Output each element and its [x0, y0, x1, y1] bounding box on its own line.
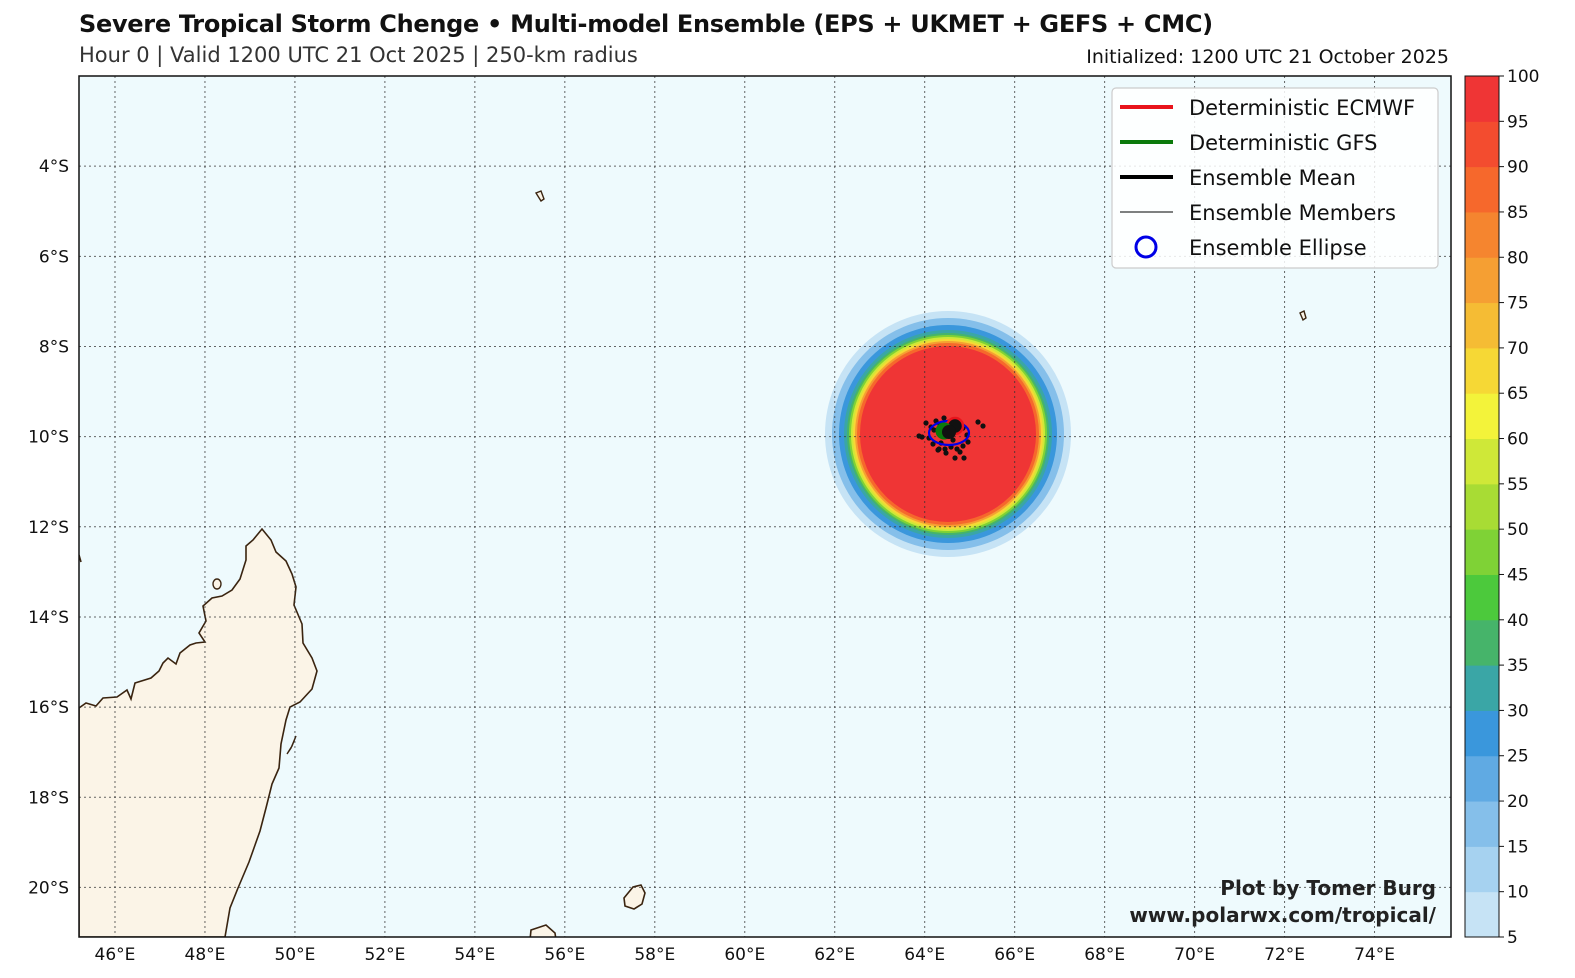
lon-tick-label: 60°E — [724, 945, 765, 965]
map-frame — [78, 75, 1452, 938]
legend-members-label: Ensemble Members — [1189, 201, 1396, 225]
colorbar-tick-label: 15 — [1507, 837, 1529, 857]
colorbar-tick-label: 90 — [1507, 158, 1529, 178]
colorbar-tick-label: 20 — [1507, 792, 1529, 812]
lat-tick-label: 18°S — [28, 788, 69, 808]
legend-ellipse-swatch — [1134, 235, 1158, 259]
colorbar-segment — [1465, 755, 1499, 802]
lon-tick-label: 56°E — [544, 945, 585, 965]
lon-tick-label: 72°E — [1264, 945, 1305, 965]
credit-url: www.polarwx.com/tropical/ — [1129, 903, 1436, 927]
ensemble-mean-marker — [942, 425, 956, 439]
colorbar-segment — [1465, 801, 1499, 847]
lat-tick-label: 20°S — [28, 878, 69, 898]
colorbar-tick-label: 50 — [1507, 520, 1529, 540]
colorbar-tick-label: 75 — [1507, 294, 1529, 314]
colorbar-segment — [1465, 166, 1499, 213]
colorbar-segment — [1465, 574, 1499, 621]
init-time: Initialized: 1200 UTC 21 October 2025 — [1086, 46, 1449, 68]
lon-tick-labels: 46°E 48°E 50°E 52°E 54°E 56°E 58°E 60°E 62°E 64°E… — [95, 945, 1395, 965]
colorbar-segment — [1465, 257, 1499, 304]
lon-tick-label: 58°E — [634, 945, 675, 965]
colorbar: 5 10 15 20 25 30 35 40 45 50 55 60 65 70 75 80 85 90 95 100 — [1464, 67, 1539, 948]
colorbar-segment — [1465, 393, 1499, 440]
colorbar-tick-label: 30 — [1507, 701, 1529, 721]
lon-tick-label: 48°E — [185, 945, 226, 965]
lat-tick-label: 16°S — [28, 698, 69, 718]
colorbar-tick-label: 25 — [1507, 747, 1529, 767]
colorbar-segment — [1465, 665, 1499, 711]
colorbar-segment — [1465, 710, 1499, 757]
colorbar-segment — [1465, 121, 1499, 168]
colorbar-tick-label: 55 — [1507, 475, 1529, 495]
lat-tick-label: 4°S — [39, 157, 69, 177]
lon-tick-label: 46°E — [95, 945, 136, 965]
island-seychelles — [534, 190, 545, 202]
lon-tick-label: 68°E — [1084, 945, 1125, 965]
colorbar-segment — [1465, 76, 1499, 122]
lon-tick-label: 70°E — [1174, 945, 1215, 965]
colorbar-segment — [1465, 846, 1499, 893]
lat-tick-labels: 4°S 6°S 8°S 10°S 12°S 14°S 16°S 18°S 20°S — [28, 157, 69, 898]
lon-tick-label: 52°E — [364, 945, 405, 965]
lon-tick-label: 50°E — [274, 945, 315, 965]
colorbar-tick-label: 70 — [1507, 339, 1529, 359]
island-chagos — [1299, 309, 1307, 322]
madagascar-landmass — [79, 527, 318, 937]
chart-title: Severe Tropical Storm Chenge • Multi-mod… — [79, 10, 1213, 38]
island-nosy-be — [212, 578, 222, 590]
lat-tick-label: 10°S — [28, 428, 69, 448]
colorbar-tick-label: 45 — [1507, 565, 1529, 585]
colorbar-tick-label: 60 — [1507, 430, 1529, 450]
gridlines — [79, 76, 1451, 937]
colorbar-tick-label: 35 — [1507, 656, 1529, 676]
lat-tick-label: 14°S — [28, 608, 69, 628]
lon-tick-label: 64°E — [904, 945, 945, 965]
island-mauritius — [623, 884, 646, 910]
legend: Deterministic ECMWF Deterministic GFS En… — [1111, 87, 1439, 269]
island-sainte-marie — [286, 735, 297, 755]
colorbar-tick-label: 10 — [1507, 883, 1529, 903]
lon-tick-label: 62°E — [814, 945, 855, 965]
colorbar-segment — [1465, 211, 1499, 258]
colorbar-segment — [1465, 619, 1499, 666]
legend-ellipse-label: Ensemble Ellipse — [1189, 236, 1367, 260]
lon-tick-label: 66°E — [994, 945, 1035, 965]
lon-tick-label: 54°E — [454, 945, 495, 965]
colorbar-segment — [1465, 529, 1499, 575]
lat-tick-label: 6°S — [39, 247, 69, 267]
colorbar-tick-label: 100 — [1507, 67, 1539, 87]
colorbar-segment — [1465, 302, 1499, 349]
colorbar-tick-label: 40 — [1507, 611, 1529, 631]
colorbar-tick-label: 80 — [1507, 248, 1529, 268]
lat-tick-label: 8°S — [39, 337, 69, 357]
colorbar-tick-label: 65 — [1507, 384, 1529, 404]
legend-ecmwf-label: Deterministic ECMWF — [1189, 96, 1415, 120]
legend-gfs-label: Deterministic GFS — [1189, 131, 1378, 155]
colorbar-tick-label: 95 — [1507, 112, 1529, 132]
colorbar-segment — [1465, 438, 1499, 485]
colorbar-tick-label: 85 — [1507, 203, 1529, 223]
chart-subtitle: Hour 0 | Valid 1200 UTC 21 Oct 2025 | 25… — [79, 43, 638, 67]
legend-box — [1111, 87, 1439, 269]
lon-tick-label: 74°E — [1354, 945, 1395, 965]
colorbar-segment — [1465, 347, 1499, 394]
colorbar-segment — [1465, 483, 1499, 530]
legend-mean-label: Ensemble Mean — [1189, 166, 1356, 190]
colorbar-segment — [1465, 891, 1499, 938]
lat-tick-label: 12°S — [28, 518, 69, 538]
credit-author: Plot by Tomer Burg — [1220, 876, 1436, 900]
colorbar-frame — [1464, 75, 1500, 938]
colorbar-tick-label: 5 — [1507, 928, 1518, 948]
